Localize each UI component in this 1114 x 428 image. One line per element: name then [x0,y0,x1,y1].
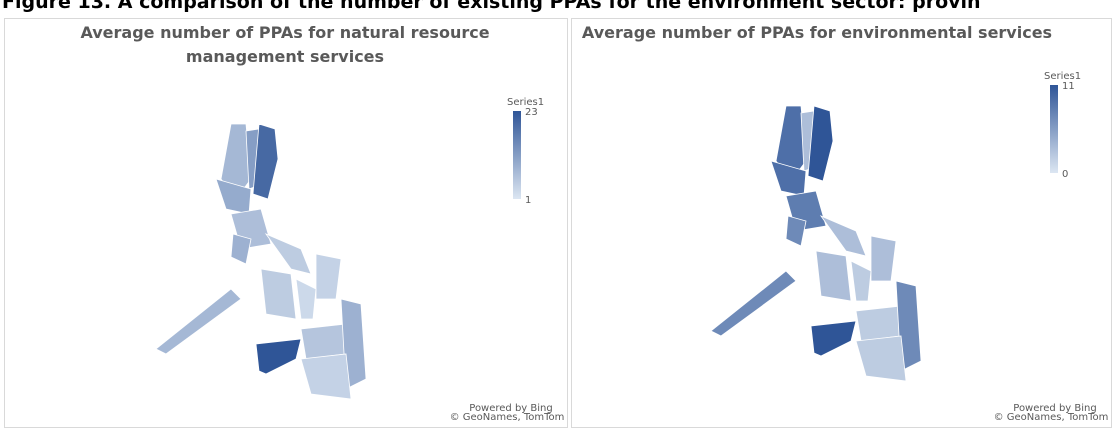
scale-label: 1 [525,195,531,206]
color-scale [1050,85,1058,173]
color-scale [513,111,521,199]
figure-caption: Figure 13. A comparison of the number of… [2,0,981,13]
region [252,123,279,200]
scale-label: 23 [525,107,538,118]
credit: © GeoNames, TomTom [994,412,1109,423]
region [810,320,857,357]
region [710,270,797,337]
credit: Powered by Bing [1013,403,1096,414]
credit: © GeoNames, TomTom [450,412,565,423]
region [300,323,347,360]
region [255,338,302,375]
region [260,268,297,320]
legend-title: Series1 [507,97,544,108]
region [300,353,352,400]
region [785,215,807,247]
legend-title: Series1 [1044,71,1081,82]
region [315,253,342,300]
region [815,250,852,302]
region [264,233,312,275]
region [819,215,867,257]
region [855,335,907,382]
region [807,105,834,182]
map-title: Average number of PPAs for natural resou… [80,23,490,66]
region [230,233,252,265]
map-title: Average number of PPAs for environmental… [581,23,1053,42]
map-panel: Average number of PPAs for natural resou… [4,18,568,428]
scale-label: 11 [1062,81,1075,92]
region [855,305,902,342]
region [870,235,897,282]
scale-label: 0 [1062,169,1068,180]
region [155,288,242,355]
credit: Powered by Bing [469,403,552,414]
map-panel: Average number of PPAs for environmental… [571,18,1112,428]
region [295,278,317,320]
region [850,260,872,302]
